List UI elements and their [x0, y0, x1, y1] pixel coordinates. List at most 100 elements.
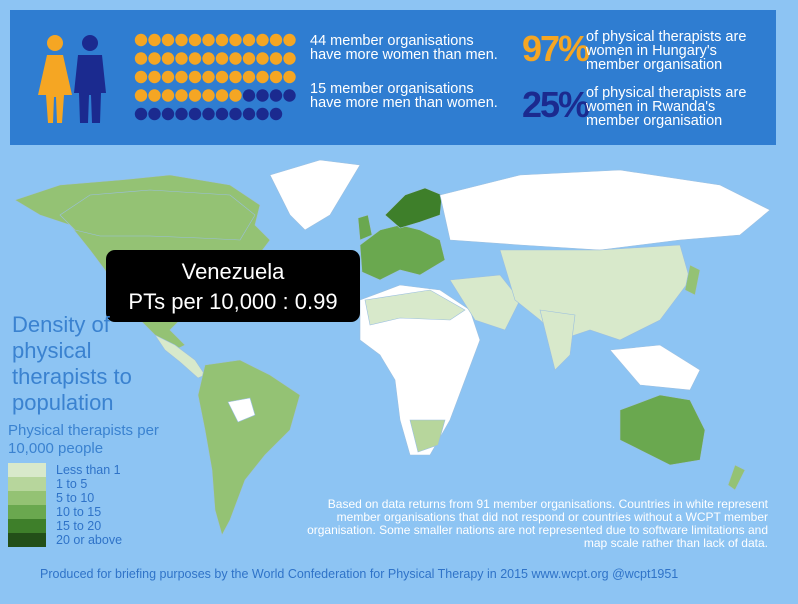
legend-item: 10 to 15	[8, 505, 122, 519]
scandinavia	[384, 187, 443, 229]
dot	[148, 70, 161, 84]
legend-swatch	[8, 533, 46, 547]
dot	[148, 52, 161, 65]
count: 15	[310, 81, 327, 97]
dot	[134, 52, 148, 65]
dot	[269, 33, 283, 47]
dot	[215, 33, 229, 47]
text: member organisations have more women tha…	[310, 33, 498, 63]
dot	[148, 33, 161, 47]
dot	[188, 107, 202, 121]
footnote: Based on data returns from 91 member org…	[307, 497, 768, 550]
legend-label: Less than 1	[56, 463, 121, 477]
people-icons	[38, 35, 106, 123]
legend-label: 15 to 20	[56, 519, 102, 533]
legend-swatch	[8, 477, 46, 491]
dot	[148, 107, 161, 121]
stat-men: 15 member organisations have more men th…	[310, 81, 500, 111]
north-africa	[364, 289, 466, 326]
dot	[229, 70, 242, 84]
dot	[148, 89, 161, 102]
dot	[242, 52, 256, 65]
russia	[439, 169, 771, 251]
legend-label: 1 to 5	[56, 477, 88, 491]
dot	[269, 89, 283, 102]
southeast-asia	[609, 344, 701, 391]
dot	[202, 70, 215, 84]
legend-label: 20 or above	[56, 533, 123, 547]
dot	[215, 52, 229, 65]
man-icon	[74, 35, 106, 123]
dot	[161, 52, 175, 65]
dot	[175, 52, 188, 65]
dot	[161, 33, 175, 47]
tooltip: Venezuela PTs per 10,000 : 0.99	[106, 250, 360, 322]
dot	[161, 70, 175, 84]
legend-label: 10 to 15	[56, 505, 102, 519]
dot	[175, 33, 188, 47]
dot	[269, 52, 283, 65]
canada	[59, 189, 256, 241]
dot	[202, 33, 215, 47]
count: 44	[310, 33, 327, 49]
woman-icon	[38, 35, 72, 123]
stat-text: of physical therapists are women in Hung…	[586, 29, 747, 73]
dot	[283, 52, 296, 65]
dot	[188, 89, 202, 102]
dot	[229, 52, 242, 65]
bolivia	[227, 397, 256, 423]
dot	[229, 107, 242, 121]
stat-text: of physical therapists are women in Rwan…	[586, 85, 747, 129]
new-zealand	[727, 464, 746, 491]
dot	[229, 33, 242, 47]
tooltip-value: PTs per 10,000 : 0.99	[128, 289, 338, 314]
dot	[175, 107, 188, 121]
europe	[359, 224, 446, 281]
dot	[134, 89, 148, 102]
dot	[242, 89, 256, 102]
legend-label: 5 to 10	[56, 491, 95, 505]
dot	[215, 107, 229, 121]
dot	[283, 89, 296, 102]
dot	[134, 70, 148, 84]
legend-subtitle: Physical therapists per 10,000 people	[8, 422, 159, 457]
dot	[175, 70, 188, 84]
dot	[202, 89, 215, 102]
dot	[134, 33, 148, 47]
dot	[242, 33, 256, 47]
dot	[256, 52, 269, 65]
dot	[283, 33, 296, 47]
stat-big: 97%	[522, 28, 590, 69]
dot	[175, 89, 188, 102]
legend-item: 5 to 10	[8, 491, 122, 505]
credit: Produced for briefing purposes by the Wo…	[40, 567, 679, 581]
dot	[161, 89, 175, 102]
south-africa	[409, 419, 446, 453]
dot-grid	[134, 33, 296, 121]
greenland	[269, 159, 361, 231]
dot	[269, 107, 283, 121]
dot	[256, 89, 269, 102]
legend-swatch	[8, 519, 46, 533]
australia	[619, 394, 706, 466]
legend-item: 15 to 20	[8, 519, 122, 533]
legend-swatch	[8, 491, 46, 505]
south-america	[197, 359, 301, 536]
legend-item: 20 or above	[8, 533, 122, 547]
dot	[256, 33, 269, 47]
stat-big: 25%	[522, 84, 590, 125]
dot	[188, 33, 202, 47]
dot	[188, 52, 202, 65]
japan	[684, 264, 701, 296]
dot	[215, 89, 229, 102]
dot	[256, 70, 269, 84]
header-panel: 44 member organisations have more women …	[10, 10, 776, 145]
dot	[256, 107, 269, 121]
dot	[283, 70, 296, 84]
asia	[499, 244, 691, 341]
dot	[188, 70, 202, 84]
tooltip-country: Venezuela	[181, 259, 285, 284]
dot	[161, 107, 175, 121]
dot	[202, 52, 215, 65]
